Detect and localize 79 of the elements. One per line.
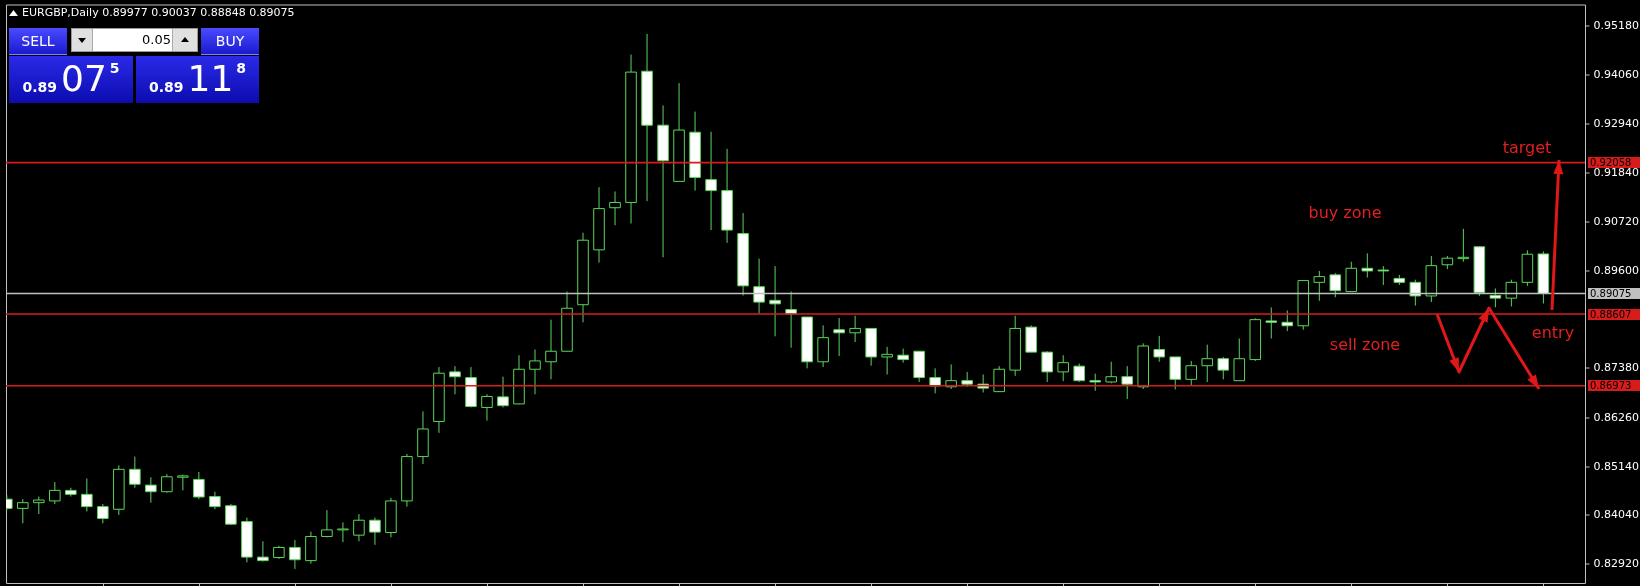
annotation: target (1502, 137, 1552, 157)
y-tick-label: 0.92940 (1593, 117, 1639, 131)
candlestick (1073, 363, 1085, 383)
ref-line-label: 0.92058 (1588, 157, 1640, 169)
candlestick (1361, 252, 1374, 279)
candlestick (369, 517, 381, 546)
candlestick (49, 481, 61, 505)
annotation: 0.89 (22, 79, 57, 95)
y-tick-label: 0.86260 (1593, 410, 1639, 424)
candlestick (177, 474, 189, 491)
candlestick (481, 393, 493, 422)
candlestick (1217, 356, 1230, 380)
candlestick (17, 498, 29, 524)
candlestick (1489, 287, 1502, 308)
candlestick (1457, 228, 1470, 263)
candlestick (129, 456, 141, 489)
annotation: buy zone (1308, 202, 1382, 222)
y-tick-label: 0.94060 (1593, 68, 1639, 82)
candlestick (1329, 272, 1342, 298)
candlestick (1345, 261, 1358, 293)
candlestick (193, 471, 205, 500)
candlestick (1409, 279, 1422, 307)
candlestick (929, 367, 941, 394)
candlestick (753, 258, 765, 314)
candlestick (1505, 279, 1518, 307)
candlestick (849, 315, 861, 343)
y-tick-label: 0.85140 (1593, 459, 1639, 473)
sell-button: SELL (9, 28, 67, 55)
candlestick (769, 265, 781, 337)
candlestick (881, 346, 893, 376)
candlestick (1185, 360, 1198, 386)
candlestick (321, 509, 333, 538)
candlestick (1169, 356, 1182, 390)
candlestick (353, 513, 365, 542)
y-tick-label: 0.90720 (1593, 214, 1639, 228)
chart-title: EURGBP,Daily 0.89977 0.90037 0.88848 0.89075 (22, 6, 295, 19)
candlestick (1265, 306, 1278, 340)
candlestick (833, 317, 845, 357)
y-tick-label: 0.87380 (1593, 361, 1639, 375)
candlestick (1057, 354, 1069, 382)
annotation: entry (1531, 322, 1575, 342)
ref-line-label: 0.89075 (1588, 288, 1640, 300)
annotation: 11$^{8}$ (187, 57, 247, 99)
candlestick (1201, 344, 1214, 383)
candlestick (97, 503, 109, 524)
candlestick (705, 131, 717, 231)
y-tick-label: 0.95180 (1593, 19, 1639, 33)
annotation: 0.05 (142, 32, 171, 47)
buy-button: BUY (201, 28, 259, 55)
annotation: sell zone (1329, 334, 1401, 354)
y-tick-label: 0.82920 (1593, 557, 1639, 571)
candlestick (993, 365, 1005, 393)
candlestick (1041, 350, 1053, 383)
candlestick (145, 476, 157, 504)
candlestick (1153, 335, 1166, 363)
candlestick (529, 348, 541, 395)
candlestick (609, 190, 621, 226)
lot-size-field: 0.05 (71, 28, 198, 52)
candlestick (545, 319, 557, 380)
candlestick (449, 365, 461, 395)
candlestick (897, 348, 909, 364)
candlestick (1377, 265, 1390, 286)
annotation: 0.89 (148, 79, 184, 95)
y-tick-label: 0.89600 (1593, 263, 1639, 277)
candlestick (497, 376, 509, 408)
ref-line-label: 0.88607 (1588, 308, 1640, 320)
candlestick (1313, 270, 1326, 302)
candlestick (289, 539, 301, 570)
sell-price-panel: 0.89 07$^{5}$ (9, 56, 133, 103)
candlestick (1121, 365, 1134, 400)
candlestick (1233, 338, 1246, 382)
buy-price-panel: 0.89 11$^{8}$ (136, 56, 259, 103)
candlestick (1281, 309, 1294, 332)
candlestick (337, 521, 349, 543)
annotation: 07$^{5}$ (60, 57, 120, 99)
candlestick (81, 478, 93, 512)
ref-line-label: 0.86973 (1588, 380, 1640, 392)
y-tick-label: 0.84040 (1593, 508, 1639, 522)
candlestick (161, 473, 173, 494)
